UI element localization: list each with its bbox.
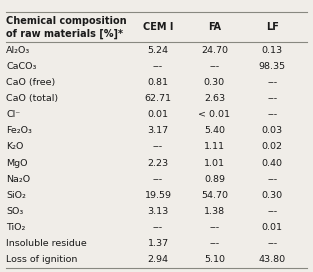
Text: 0.30: 0.30	[204, 78, 225, 87]
Text: 2.63: 2.63	[204, 94, 225, 103]
Text: MgO: MgO	[6, 159, 28, 168]
Text: CaCO₃: CaCO₃	[6, 62, 37, 71]
Text: ---: ---	[209, 239, 219, 248]
Text: Na₂O: Na₂O	[6, 175, 30, 184]
Text: ---: ---	[267, 110, 277, 119]
Text: ---: ---	[209, 223, 219, 232]
Text: Al₂O₃: Al₂O₃	[6, 46, 30, 55]
Text: 1.11: 1.11	[204, 143, 225, 152]
Text: Fe₂O₃: Fe₂O₃	[6, 126, 32, 135]
Text: 0.81: 0.81	[147, 78, 169, 87]
Text: CEM I: CEM I	[143, 22, 173, 32]
Text: 0.30: 0.30	[262, 191, 283, 200]
Text: ---: ---	[267, 239, 277, 248]
Text: Insoluble residue: Insoluble residue	[6, 239, 87, 248]
Text: 98.35: 98.35	[259, 62, 286, 71]
Text: 5.24: 5.24	[147, 46, 169, 55]
Text: 0.01: 0.01	[262, 223, 283, 232]
Text: 0.89: 0.89	[204, 175, 225, 184]
Text: 43.80: 43.80	[259, 255, 286, 264]
Text: SO₃: SO₃	[6, 207, 23, 216]
Text: ---: ---	[267, 78, 277, 87]
Text: 1.01: 1.01	[204, 159, 225, 168]
Text: Chemical composition
of raw materials [%]*: Chemical composition of raw materials [%…	[6, 16, 127, 39]
Text: Cl⁻: Cl⁻	[6, 110, 21, 119]
Text: 2.23: 2.23	[147, 159, 169, 168]
Text: 19.59: 19.59	[145, 191, 172, 200]
Text: TiO₂: TiO₂	[6, 223, 26, 232]
Text: 5.10: 5.10	[204, 255, 225, 264]
Text: CaO (free): CaO (free)	[6, 78, 55, 87]
Text: SiO₂: SiO₂	[6, 191, 26, 200]
Text: ---: ---	[153, 62, 163, 71]
Text: 5.40: 5.40	[204, 126, 225, 135]
Text: 54.70: 54.70	[201, 191, 228, 200]
Text: 0.03: 0.03	[262, 126, 283, 135]
Text: 0.13: 0.13	[262, 46, 283, 55]
Text: 0.01: 0.01	[147, 110, 169, 119]
Text: ---: ---	[267, 175, 277, 184]
Text: ---: ---	[153, 175, 163, 184]
Text: 3.17: 3.17	[147, 126, 169, 135]
Text: < 0.01: < 0.01	[198, 110, 230, 119]
Text: 0.02: 0.02	[262, 143, 283, 152]
Text: 3.13: 3.13	[147, 207, 169, 216]
Text: ---: ---	[267, 207, 277, 216]
Text: 1.38: 1.38	[204, 207, 225, 216]
Text: CaO (total): CaO (total)	[6, 94, 59, 103]
Text: 1.37: 1.37	[147, 239, 169, 248]
Text: 24.70: 24.70	[201, 46, 228, 55]
Text: Loss of ignition: Loss of ignition	[6, 255, 78, 264]
Text: ---: ---	[153, 143, 163, 152]
Text: 62.71: 62.71	[145, 94, 172, 103]
Text: 0.40: 0.40	[262, 159, 283, 168]
Text: ---: ---	[267, 94, 277, 103]
Text: ---: ---	[153, 223, 163, 232]
Text: 2.94: 2.94	[147, 255, 169, 264]
Text: K₂O: K₂O	[6, 143, 24, 152]
Text: FA: FA	[208, 22, 221, 32]
Text: ---: ---	[209, 62, 219, 71]
Text: LF: LF	[266, 22, 279, 32]
